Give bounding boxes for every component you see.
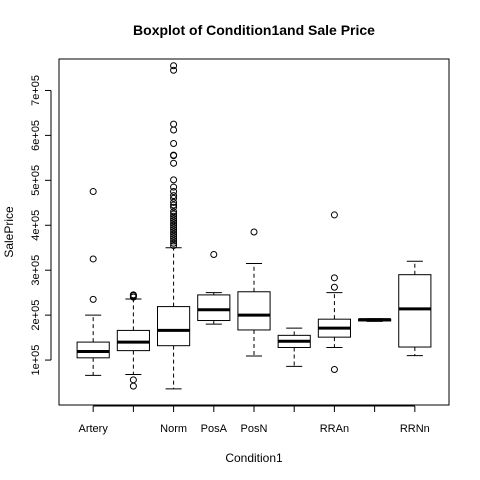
outlier-point [170,241,178,249]
x-tick-label: Norm [160,423,187,435]
y-tick-label: 4e+05 [30,210,42,241]
outlier-point [89,255,97,263]
outlier-point [170,66,178,74]
x-axis-label: Condition1 [225,451,283,465]
plot-frame [58,58,450,406]
outlier-point [170,152,178,160]
outlier-point [129,291,137,299]
outlier-point [330,283,338,291]
box-feedr [116,291,150,390]
box-posa [197,250,231,325]
outlier-point [170,126,178,134]
y-tick-label: 1e+05 [30,345,42,376]
outlier-point [170,139,178,147]
outlier-point [170,183,178,191]
outlier-point [170,215,178,223]
y-tick-label: 5e+05 [30,165,42,196]
outlier-point [330,274,338,282]
outlier-point [170,194,178,202]
outlier-point [170,62,178,70]
y-axis: 1e+05 2e+05 3e+05 4e+05 5e+05 6e+05 7e+05 [30,75,52,376]
y-tick-label: 7e+05 [30,75,42,106]
outlier-point [170,239,178,247]
outlier-point [170,198,178,206]
iqr-box [157,306,191,347]
box-rrne [358,318,392,322]
y-axis-label: SalePrice [2,206,16,258]
outlier-point [170,176,178,184]
outlier-point [170,188,178,196]
x-tick-label: PosA [201,423,228,435]
outlier-point [89,188,97,196]
outlier-point [170,208,178,216]
outlier-point [170,228,178,236]
box-rran [317,211,351,374]
outlier-point [170,226,178,234]
box-artery [76,188,110,376]
outlier-point [170,210,178,218]
outlier-point [330,366,338,374]
y-tick-label: 2e+05 [30,300,42,331]
outlier-point [170,192,178,200]
outlier-point [89,295,97,303]
x-tick-label: RRNn [400,423,430,435]
box-rrae [277,327,311,367]
iqr-box [237,291,271,331]
outlier-point [210,250,218,258]
outlier-point [170,219,178,227]
chart-title: Boxplot of Condition1and Sale Price [133,22,375,38]
iqr-box [116,329,150,352]
outlier-point [170,221,178,229]
x-tick-label: Artery [79,423,109,435]
iqr-box [398,274,432,348]
outlier-point [170,201,178,209]
outlier-point [170,159,178,167]
y-tick-label: 3e+05 [30,255,42,286]
y-tick-label: 6e+05 [30,120,42,151]
x-tick-label: PosN [241,423,268,435]
outlier-point [129,293,137,301]
iqr-box [197,294,231,322]
outlier-point [330,211,338,219]
outlier-point [129,382,137,390]
outlier-point [170,237,178,245]
outlier-point [170,232,178,240]
boxes-group [76,62,432,390]
iqr-box [76,341,110,359]
outlier-point [250,228,258,236]
box-norm [157,62,191,390]
outlier-point [170,235,178,243]
outlier-point [170,212,178,220]
box-posn [237,228,271,357]
x-axis: Artery Norm PosA PosN RRAn RRNn [79,405,430,435]
outlier-point [129,376,137,384]
x-tick-label: RRAn [320,423,349,435]
outlier-point [170,224,178,232]
outlier-point [170,230,178,238]
outlier-point [170,120,178,128]
outlier-point [170,203,178,211]
outlier-point [170,217,178,225]
box-rrnn [398,260,432,357]
